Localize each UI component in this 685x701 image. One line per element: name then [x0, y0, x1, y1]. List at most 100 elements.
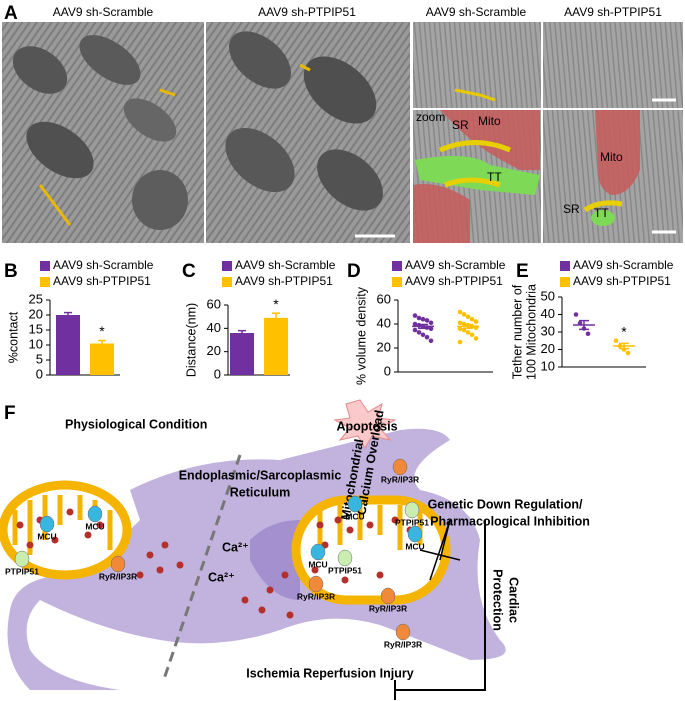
data-point: [416, 315, 422, 321]
molecule-label: MCU: [405, 541, 424, 551]
calcium-label: Ca²⁺: [208, 570, 235, 584]
y-tick-label: 40: [541, 306, 555, 321]
panel-letter: D: [347, 261, 361, 282]
protection-bracket: [394, 520, 486, 700]
y-tick-label: 40: [207, 320, 221, 335]
data-point: [573, 312, 579, 317]
apoptosis-burst: [333, 399, 397, 449]
injury-label: Ischemia Reperfusion Injury: [246, 666, 413, 680]
molecule-label: MCU: [37, 531, 56, 541]
bar: [56, 315, 80, 375]
inhibition-label: Genetic Down Regulation/: [428, 497, 583, 511]
y-tick-label: 60: [207, 296, 221, 311]
legend-label: AAV9 sh-Scramble: [235, 258, 336, 272]
data-point: [585, 331, 591, 337]
bar: [264, 317, 288, 375]
y-tick-label: 40: [377, 315, 391, 330]
em-annotation: TT: [487, 170, 502, 184]
data-point: [465, 314, 471, 320]
bar: [90, 343, 114, 375]
molecule-label: MCU: [308, 559, 327, 569]
protection-label: Protection: [491, 569, 505, 631]
reticulum-label: Endoplasmic/Sarcoplasmic: [179, 468, 342, 482]
molecule-label: PTPIP51: [395, 517, 429, 527]
y-tick-label: 15: [29, 321, 43, 336]
em-image: [206, 22, 410, 243]
data-point: [457, 320, 463, 326]
legend-label: AAV9 sh-Scramble: [405, 258, 506, 272]
panel-letter: F: [4, 403, 16, 424]
data-point: [465, 330, 471, 335]
legend-label: AAV9 sh-PTPIP51: [573, 274, 671, 288]
panel-letter: B: [4, 261, 18, 282]
data-point: [428, 320, 434, 326]
data-point: [412, 313, 418, 318]
significance-mark: *: [273, 296, 279, 312]
panel-letter: C: [182, 261, 196, 282]
molecule-icon: [310, 543, 326, 561]
em-image: [2, 22, 204, 243]
data-point: [457, 326, 463, 332]
data-point: [469, 316, 475, 322]
y-tick-label: 0: [36, 366, 43, 381]
legend-label: AAV9 sh-Scramble: [573, 258, 674, 272]
data-point: [473, 336, 479, 341]
legend-label: AAV9 sh-PTPIP51: [235, 274, 333, 288]
y-axis-label: Distance(nm): [184, 303, 198, 377]
y-axis-label: %contact: [6, 311, 20, 363]
molecule-icon: [404, 501, 420, 519]
molecule-icon: [14, 550, 30, 568]
significance-mark: *: [621, 323, 627, 339]
molecule-label: RyR/IP3R: [99, 571, 137, 581]
em-annotation: Mito: [478, 114, 501, 128]
legend-label: AAV9 sh-PTPIP51: [53, 274, 151, 288]
inhibition-mark: [429, 519, 451, 581]
molecule-icon: [39, 515, 55, 533]
molecule-label: RyR/IP3R: [369, 603, 407, 613]
em-image: [413, 22, 683, 243]
data-point: [416, 330, 422, 335]
y-tick-label: 20: [377, 339, 391, 354]
molecule-icon: [407, 525, 423, 543]
data-point: [473, 319, 479, 324]
data-point: [428, 326, 434, 332]
y-tick-label: 20: [541, 341, 555, 356]
molecule-label: RyR/IP3R: [381, 474, 419, 484]
data-point: [428, 338, 434, 344]
image-label: AAV9 sh-Scramble: [53, 5, 154, 19]
legend-swatch: [560, 277, 570, 287]
y-tick-label: 25: [29, 291, 43, 306]
y-tick-label: 20: [29, 306, 43, 321]
panel-letter: E: [516, 261, 529, 282]
reticulum: [250, 520, 300, 600]
legend-label: AAV9 sh-Scramble: [53, 258, 154, 272]
y-tick-label: 50: [541, 288, 555, 303]
data-point: [412, 321, 418, 327]
molecule-icon: [110, 555, 126, 573]
image-label: AAV9 sh-PTPIP51: [258, 5, 356, 19]
y-tick-label: 10: [29, 336, 43, 351]
legend-swatch: [392, 261, 402, 271]
data-point: [461, 312, 467, 317]
bar: [230, 333, 254, 375]
divider: [161, 454, 242, 683]
panel-f: F Physiological Condition Apoptosis Endo…: [0, 399, 590, 700]
y-axis-label: Tether number of: [510, 284, 524, 379]
data-point: [613, 338, 619, 344]
y-tick-label: 60: [377, 291, 391, 306]
molecule-label: RyR/IP3R: [297, 591, 335, 601]
em-annotation: zoom: [416, 110, 445, 124]
y-axis-label: % volume density: [354, 286, 368, 385]
y-tick-label: 20: [207, 343, 221, 358]
inhibition-label: Pharmacological Inhibition: [430, 514, 590, 528]
legend-swatch: [222, 261, 232, 271]
y-tick-label: 0: [214, 366, 221, 381]
em-annotation: TT: [594, 206, 609, 220]
molecule-icon: [347, 495, 363, 513]
molecule-icon: [308, 575, 324, 593]
molecule-icon: [87, 505, 103, 523]
molecule-icon: [337, 549, 353, 567]
legend-swatch: [560, 261, 570, 271]
legend-swatch: [222, 277, 232, 287]
significance-mark: *: [99, 323, 105, 339]
